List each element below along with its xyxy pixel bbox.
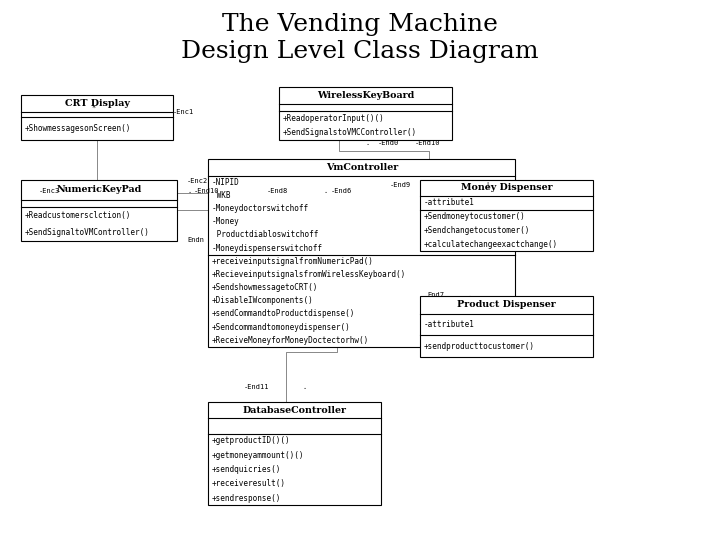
Text: +Sendcommandtomoneydispenser(): +Sendcommandtomoneydispenser() [212,322,351,332]
Text: +getproductID()(): +getproductID()() [212,436,290,446]
Text: +getmoneyammount()(): +getmoneyammount()() [212,451,305,460]
Text: +calculatechangeexactchange(): +calculatechangeexactchange() [423,240,557,249]
Text: -End0: -End0 [377,140,399,146]
Text: VmController: VmController [325,163,398,172]
Bar [420,296,593,357]
Text: +receiveinputsignalfromNumericPad(): +receiveinputsignalfromNumericPad() [212,256,374,266]
Text: Money Dispenser: Money Dispenser [461,184,552,192]
Text: CRT Display: CRT Display [65,99,130,109]
Text: +Sendmoneytocustomer(): +Sendmoneytocustomer() [423,212,526,221]
Text: +Sendchangetocustomer(): +Sendchangetocustomer() [423,226,530,235]
Text: Product Dispenser: Product Dispenser [457,300,556,309]
Text: .: . [187,188,192,194]
Text: +ReadoperatorInput()(): +ReadoperatorInput()() [282,114,384,123]
Text: -End11: -End11 [243,384,269,390]
Bar [208,402,381,505]
Text: End7: End7 [427,292,444,298]
Text: +sendproducttocustomer(): +sendproducttocustomer() [423,342,534,351]
Text: .: . [467,292,472,298]
Text: -attribute1: -attribute1 [423,320,474,329]
Text: +ReceiveMoneyforMoneyDoctectorhw(): +ReceiveMoneyforMoneyDoctectorhw() [212,336,369,345]
Text: *: * [92,105,96,111]
Text: Productdiabloswitchoff: Productdiabloswitchoff [212,231,318,239]
Text: |: | [485,182,490,189]
Text: +RecieveinputsignalsfromWirelessKeyboard(): +RecieveinputsignalsfromWirelessKeyboard… [212,270,406,279]
Text: -attribute1: -attribute1 [423,198,474,207]
Text: -Enc1: -Enc1 [173,109,194,116]
Text: +receiveresult(): +receiveresult() [212,480,286,488]
Text: .: . [302,384,307,390]
Bar [279,87,451,140]
Text: .: . [323,188,328,194]
Bar [208,159,516,347]
Text: +sendCommandtoProductdispense(): +sendCommandtoProductdispense() [212,309,355,319]
Text: WirelessKeyBoard: WirelessKeyBoard [317,91,414,100]
Text: NumericKeyPad: NumericKeyPad [56,185,142,194]
Bar [22,96,173,140]
Text: +SendSignaltoVMController(): +SendSignaltoVMController() [24,228,150,237]
Bar [420,180,593,252]
Text: -End10: -End10 [194,188,220,194]
Text: -Moneydoctorswitchoff: -Moneydoctorswitchoff [212,204,309,213]
Text: -NIPID: -NIPID [212,178,240,187]
Text: -End6: -End6 [330,188,351,194]
Text: -End10: -End10 [415,140,441,146]
Text: .: . [366,140,370,146]
Text: +sendresponse(): +sendresponse() [212,494,282,503]
Text: WKB: WKB [212,191,230,200]
Text: -End8: -End8 [267,188,288,194]
Text: Endn: Endn [187,238,204,244]
Text: -End9: -End9 [390,183,411,188]
Text: -Enc2: -Enc2 [187,178,208,184]
Text: DatabaseController: DatabaseController [243,406,347,415]
Text: +SendshowmessagetoCRT(): +SendshowmessagetoCRT() [212,283,318,292]
Text: -Moneydispenserswitchoff: -Moneydispenserswitchoff [212,244,323,253]
Text: The Vending Machine
Design Level Class Diagram: The Vending Machine Design Level Class D… [181,14,539,63]
Text: -Money: -Money [212,217,240,226]
Text: -Enc3: -Enc3 [39,188,60,194]
Text: +ShowmessagesonScreen(): +ShowmessagesonScreen() [24,124,131,133]
Text: +Readcustomersclction(): +Readcustomersclction() [24,211,131,220]
Text: +DisableIWcomponents(): +DisableIWcomponents() [212,296,314,305]
Bar [22,180,176,241]
Text: +SendSignalstoVMCController(): +SendSignalstoVMCController() [282,129,416,138]
Text: +sendquicries(): +sendquicries() [212,465,282,474]
